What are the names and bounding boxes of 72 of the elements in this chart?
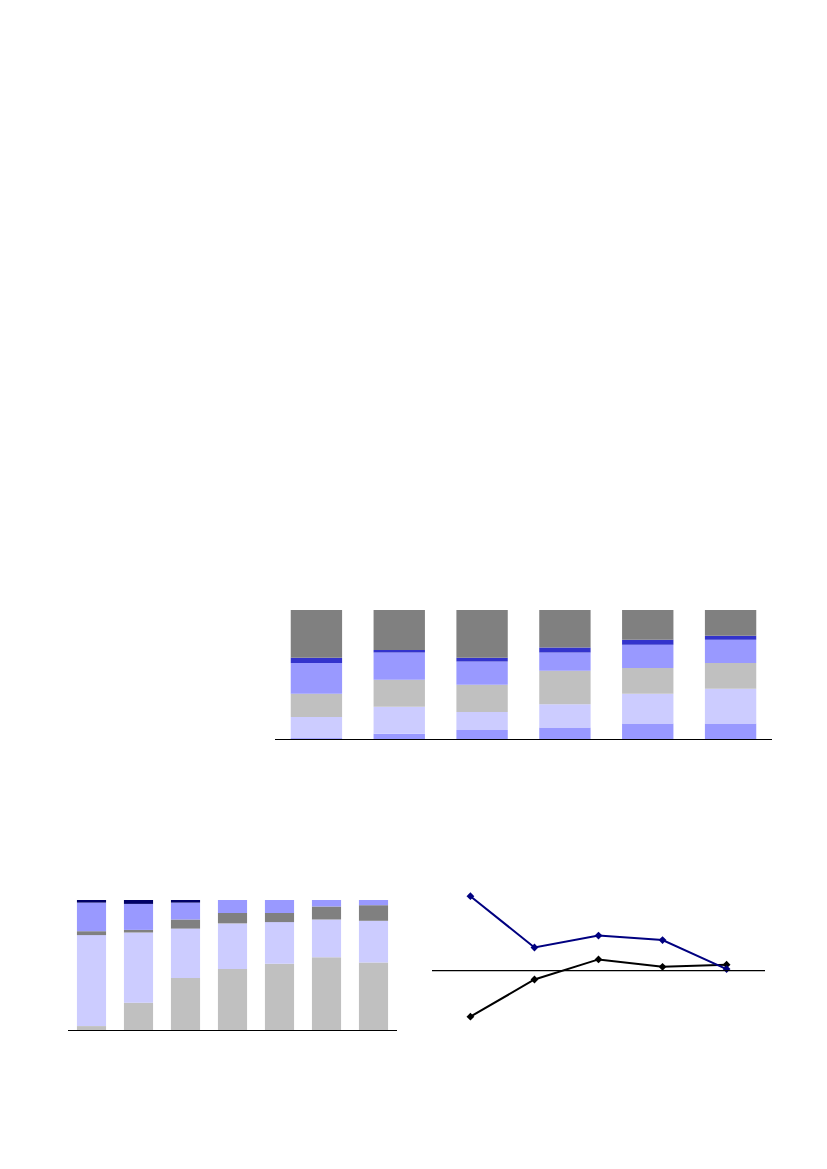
bar	[358, 900, 389, 906]
bar	[358, 905, 389, 921]
bar	[76, 935, 107, 1027]
point	[594, 955, 603, 964]
bar	[217, 923, 248, 969]
bar	[290, 657, 343, 663]
bar	[539, 704, 591, 728]
bar	[622, 668, 674, 694]
bar	[456, 711, 508, 730]
bar	[290, 662, 343, 694]
bar	[456, 729, 508, 739]
bar	[373, 610, 425, 650]
bar	[311, 906, 342, 920]
bar	[456, 661, 508, 685]
bar	[311, 900, 342, 907]
bar	[373, 652, 425, 680]
point	[658, 936, 667, 944]
bar	[704, 639, 757, 663]
bar	[76, 1026, 107, 1030]
bar	[170, 919, 201, 929]
bar	[123, 900, 154, 904]
bar	[264, 900, 295, 913]
bar	[264, 922, 295, 964]
bar	[217, 968, 248, 1030]
bar	[123, 903, 154, 930]
bar	[290, 693, 343, 718]
bar	[622, 693, 674, 724]
bar	[373, 706, 425, 734]
bar	[358, 920, 389, 963]
bar	[539, 727, 591, 739]
bar	[704, 635, 757, 640]
point	[658, 962, 667, 971]
bar	[123, 932, 154, 1003]
point	[722, 965, 731, 973]
bar	[290, 717, 343, 739]
bar	[217, 913, 248, 924]
bar	[123, 1002, 154, 1030]
bar	[373, 679, 425, 707]
bar	[358, 962, 389, 1030]
bar	[170, 928, 201, 978]
bar	[456, 610, 508, 658]
bar	[704, 688, 757, 724]
point	[466, 892, 475, 901]
bar	[311, 919, 342, 958]
bar	[456, 657, 508, 662]
bar	[170, 978, 201, 1030]
bar	[123, 929, 154, 933]
bar	[622, 644, 674, 669]
bar	[704, 723, 757, 739]
bar	[264, 913, 295, 923]
bar	[76, 931, 107, 936]
bar	[539, 670, 591, 705]
bar	[76, 900, 107, 903]
bar	[311, 957, 342, 1030]
bar	[373, 733, 425, 739]
bar	[539, 652, 591, 671]
bar	[170, 902, 201, 920]
bar	[373, 649, 425, 653]
bar	[539, 647, 591, 653]
bar	[704, 662, 757, 689]
bar	[170, 900, 201, 903]
bar	[539, 610, 591, 648]
bar	[704, 610, 757, 636]
bar	[76, 902, 107, 932]
bar	[622, 723, 674, 739]
point	[466, 1012, 475, 1021]
bar	[217, 900, 248, 913]
bar	[622, 639, 674, 645]
bar	[264, 963, 295, 1030]
bar	[622, 610, 674, 640]
bar	[290, 610, 343, 658]
bar	[456, 684, 508, 712]
